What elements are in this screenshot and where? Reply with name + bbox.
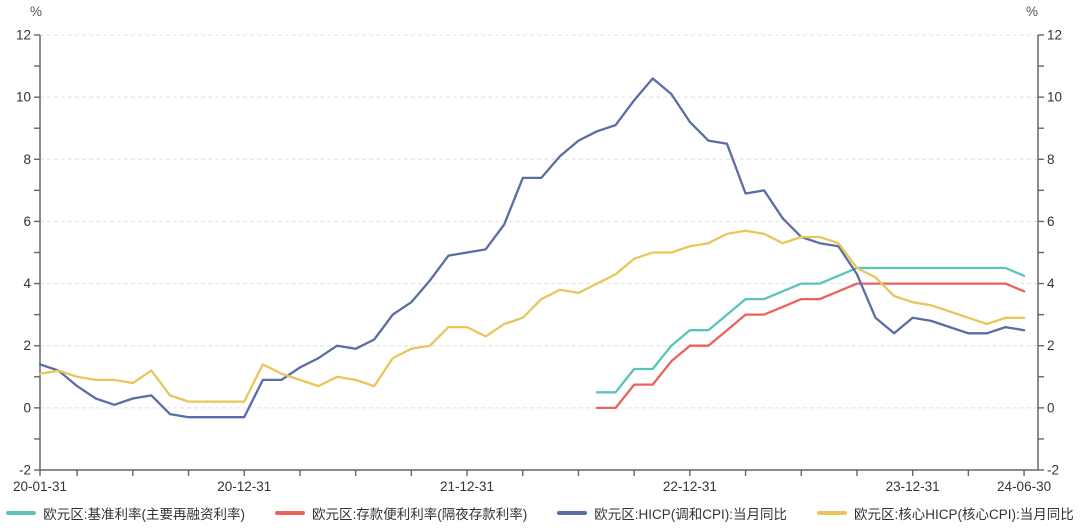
legend: 欧元区:基准利率(主要再融资利率) 欧元区:存款便利利率(隔夜存款利率) 欧元区… [0, 500, 1080, 526]
y-tick-label-left: 0 [23, 400, 31, 415]
y-tick-label-right: 0 [1047, 400, 1055, 415]
legend-item[interactable]: 欧元区:存款便利利率(隔夜存款利率) [274, 503, 528, 523]
x-tick-label: 23-12-31 [886, 479, 940, 494]
y-axis-unit-right: % [1026, 4, 1039, 19]
y-tick-label-right: -2 [1047, 463, 1059, 478]
y-tick-label-left: -2 [19, 463, 31, 478]
legend-item[interactable]: 欧元区:基准利率(主要再融资利率) [6, 503, 245, 523]
legend-item[interactable]: 欧元区:HICP(调和CPI):当月同比 [557, 503, 787, 523]
legend-label: 欧元区:核心HICP(核心CPI):当月同比 [854, 507, 1074, 522]
legend-label: 欧元区:HICP(调和CPI):当月同比 [594, 507, 787, 522]
legend-line-swatch [817, 511, 847, 515]
legend-line-swatch [557, 511, 588, 515]
y-tick-label-right: 10 [1047, 90, 1062, 105]
legend-item[interactable]: 欧元区:核心HICP(核心CPI):当月同比 [817, 503, 1074, 523]
y-tick-label-right: 2 [1047, 338, 1055, 353]
series-line-hicp-yoy [38, 77, 1026, 419]
series-line-deposit-facility-rate [595, 282, 1026, 410]
y-tick-label-left: 4 [23, 276, 31, 291]
y-tick-label-left: 10 [16, 90, 31, 105]
y-tick-label-left: 8 [23, 152, 31, 167]
legend-label: 欧元区:存款便利利率(隔夜存款利率) [311, 507, 528, 522]
x-tick-label: 21-12-31 [440, 479, 494, 494]
y-tick-label-left: 12 [16, 28, 31, 43]
y-tick-label-right: 4 [1047, 276, 1055, 291]
y-tick-label-right: 8 [1047, 152, 1055, 167]
series-line-benchmark-rate [595, 266, 1026, 394]
legend-line-swatch [274, 511, 305, 515]
x-tick-label: 22-12-31 [663, 479, 717, 494]
y-tick-label-left: 6 [23, 214, 31, 229]
x-tick-label: 24-06-30 [997, 479, 1051, 494]
legend-line-swatch [6, 511, 37, 515]
x-tick-label: 20-12-31 [217, 479, 271, 494]
y-tick-label-left: 2 [23, 338, 31, 353]
x-tick-label: 20-01-31 [13, 479, 67, 494]
y-axis-unit-left: % [30, 4, 43, 19]
series-line-core-hicp-yoy [38, 229, 1026, 403]
y-tick-label-right: 6 [1047, 214, 1055, 229]
y-tick-label-right: 12 [1047, 28, 1062, 43]
legend-label: 欧元区:基准利率(主要再融资利率) [43, 507, 245, 522]
